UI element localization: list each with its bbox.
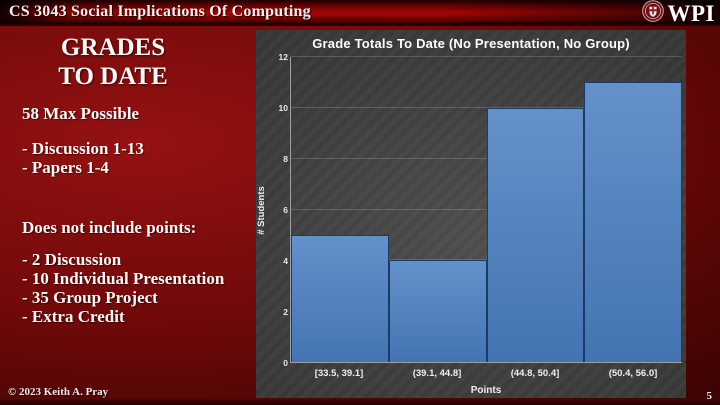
- bar-(39.1, 44.8]: [388, 260, 487, 362]
- plot-area: [290, 56, 682, 363]
- y-tick-label: 12: [278, 52, 288, 62]
- chart-title: Grade Totals To Date (No Presentation, N…: [312, 36, 630, 51]
- excluded-item: - 2 Discussion: [22, 250, 122, 269]
- bottom-edge-strip: [0, 399, 720, 405]
- excluded-item: - 35 Group Project: [22, 288, 158, 307]
- included-item: - Papers 1-4: [22, 158, 109, 177]
- chart-panel: Grade Totals To Date (No Presentation, N…: [256, 30, 686, 398]
- gridline: [291, 56, 682, 57]
- x-axis-title: Points: [470, 385, 502, 396]
- gridline: [291, 106, 682, 108]
- wpi-logo-text: WPI: [667, 0, 715, 26]
- bar-(44.8, 50.4]: [486, 107, 585, 362]
- bar-[33.5, 39.1]: [291, 234, 389, 362]
- bars: [291, 57, 682, 362]
- x-tick-label: (39.1, 44.8]: [412, 368, 462, 379]
- y-tick-label: 0: [283, 358, 288, 368]
- y-tick-label: 4: [283, 256, 288, 266]
- excluded-item: - 10 Individual Presentation: [22, 269, 225, 288]
- y-tick-label: 6: [283, 205, 288, 215]
- course-title: CS 3043 Social Implications Of Computing: [9, 3, 311, 20]
- slide-title-line1: GRADES: [60, 34, 166, 61]
- y-tick-labels: 0 2 4 6 8 10 12: [264, 52, 288, 368]
- included-item: - Discussion 1-13: [22, 139, 144, 158]
- slide-title: GRADES TO DATE: [18, 34, 208, 92]
- sidebar: GRADES TO DATE 58 Max Possible - Discuss…: [0, 26, 256, 405]
- x-tick-label: [33.5, 39.1]: [314, 368, 364, 379]
- wpi-logo: WPI: [641, 0, 716, 27]
- page-number: 5: [706, 390, 713, 402]
- x-tick-label: (44.8, 50.4]: [510, 368, 560, 379]
- excluded-heading: Does not include points:: [22, 218, 197, 237]
- y-tick-label: 2: [283, 307, 288, 317]
- header-bar: CS 3043 Social Implications Of Computing…: [0, 0, 720, 26]
- excluded-item: - Extra Credit: [22, 307, 125, 326]
- x-tick-label: (50.4, 56.0]: [608, 368, 658, 379]
- slide-title-line2: TO DATE: [58, 62, 168, 90]
- max-possible-text: 58 Max Possible: [22, 104, 140, 123]
- copyright-text: © 2023 Keith A. Pray: [8, 386, 109, 398]
- x-tick-labels: [33.5, 39.1] (39.1, 44.8] (44.8, 50.4] (50.…: [290, 368, 682, 379]
- bar-(50.4, 56.0]: [584, 82, 682, 362]
- y-tick-label: 10: [278, 103, 288, 113]
- y-tick-label: 8: [283, 154, 288, 164]
- wpi-seal-icon: [641, 0, 664, 27]
